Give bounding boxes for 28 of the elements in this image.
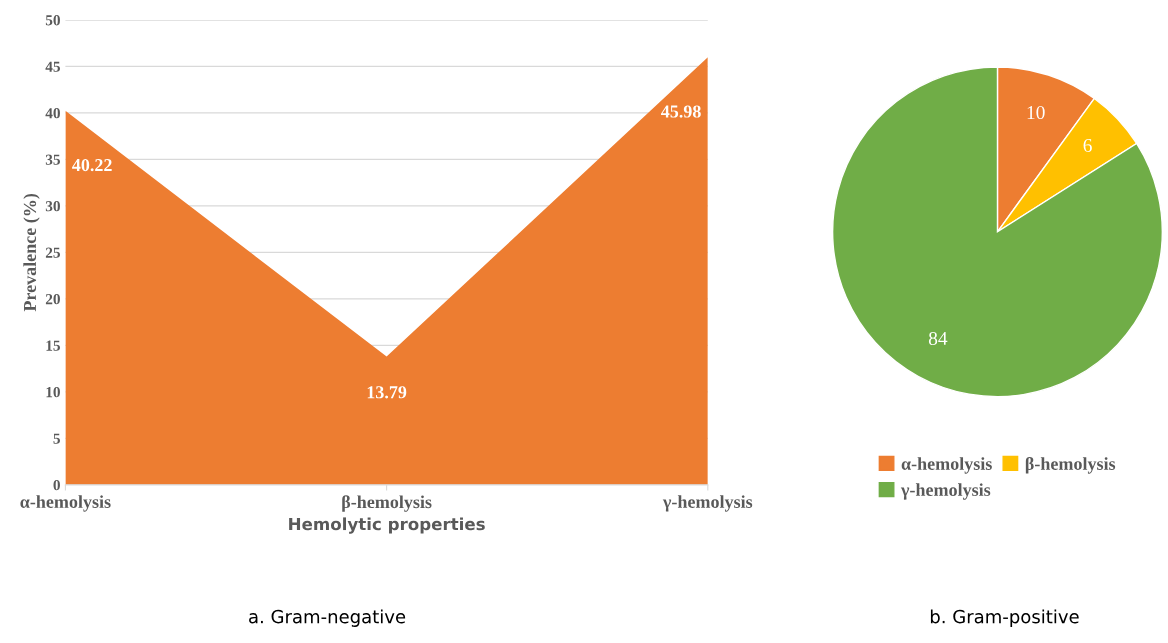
legend-label: β-hemolysis <box>1025 457 1116 474</box>
data-label: 13.79 <box>367 386 407 399</box>
text: b. Gram-positive <box>930 609 1079 627</box>
y-tick-label: 40 <box>45 108 60 119</box>
y-tick-label: 30 <box>45 201 60 212</box>
y-tick-label: 5 <box>53 433 60 444</box>
data-label: 40.22 <box>72 158 112 172</box>
data-label: 84 <box>928 331 948 346</box>
y-tick-label: 45 <box>45 61 60 72</box>
y-tick-label: 35 <box>45 154 60 165</box>
pie-slice <box>831 66 1164 398</box>
y-tick-label: 15 <box>46 340 60 351</box>
x-tick-label: γ-hemolysis <box>662 495 753 512</box>
y-axis-title: Prevalence (%) <box>23 193 40 312</box>
text: a. Gram-negative <box>249 609 406 627</box>
y-tick-label: 25 <box>45 247 60 258</box>
data-label: 10 <box>1027 105 1045 120</box>
y-tick-label: 20 <box>45 294 60 305</box>
data-label: 6 <box>1083 138 1092 153</box>
legend-label: γ-hemolysis <box>900 483 991 500</box>
x-tick-label: α-hemolysis <box>20 495 111 512</box>
x-axis-title: Hemolytic properties <box>289 517 485 534</box>
y-tick-label: 50 <box>45 15 60 26</box>
y-tick-label: 0 <box>53 479 60 491</box>
data-label: 45.98 <box>661 105 701 118</box>
y-tick-label: 10 <box>46 386 60 398</box>
x-tick-label: β-hemolysis <box>342 495 432 512</box>
legend-label: α-hemolysis <box>901 457 992 474</box>
